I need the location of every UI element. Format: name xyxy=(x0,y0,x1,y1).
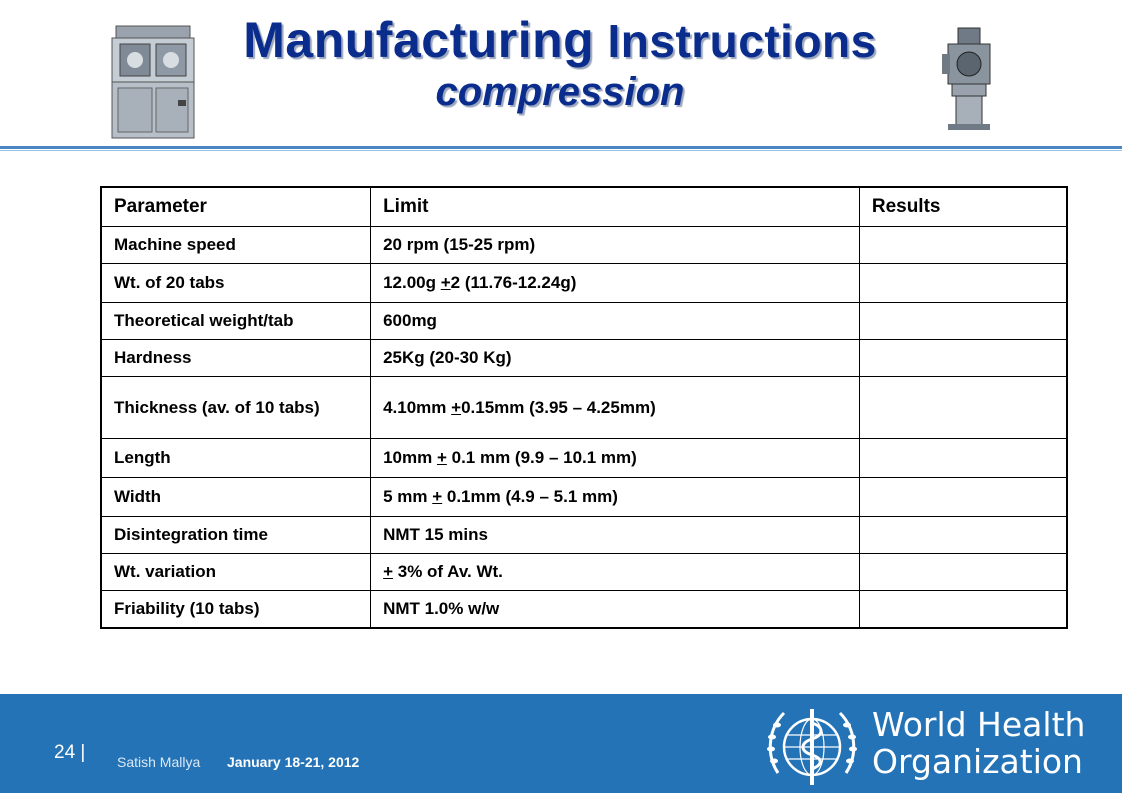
cell-result xyxy=(858,302,1068,340)
table-row: Wt. of 20 tabs 12.00g +2 (11.76-12.24g) xyxy=(100,263,1068,303)
limit-base: 5 mm xyxy=(383,487,433,506)
cell-result xyxy=(858,590,1068,629)
organization-name-line1: World Health xyxy=(872,705,1086,744)
cell-parameter: Wt. of 20 tabs xyxy=(100,263,372,303)
header-results: Results xyxy=(858,186,1068,227)
limit-base: 10mm xyxy=(383,448,437,467)
limit-base: 12.00g xyxy=(383,273,441,292)
limit-tolerance: 0.1mm (4.9 – 5.1 mm) xyxy=(442,487,618,506)
table-row: Width 5 mm + 0.1mm (4.9 – 5.1 mm) xyxy=(100,477,1068,517)
plus-minus-symbol: + xyxy=(436,448,447,467)
table-row: Thickness (av. of 10 tabs) 4.10mm +0.15m… xyxy=(100,376,1068,439)
tablet-press-machine-icon xyxy=(111,25,195,139)
header-divider-light xyxy=(0,150,1122,151)
table-row: Theoretical weight/tab 600mg xyxy=(100,302,1068,340)
cell-result xyxy=(858,516,1068,554)
organization-name-line2: Organization xyxy=(872,742,1083,781)
cell-limit: NMT 15 mins xyxy=(370,516,860,554)
cell-result xyxy=(858,438,1068,478)
rotary-press-machine-icon xyxy=(942,27,991,130)
cell-limit: 20 rpm (15-25 rpm) xyxy=(370,226,860,264)
cell-parameter: Machine speed xyxy=(100,226,372,264)
slide-subtitle: compression xyxy=(435,70,685,114)
presenter-name: Satish Mallya xyxy=(117,754,201,770)
limit-tolerance: 2 (11.76-12.24g) xyxy=(450,273,577,292)
cell-parameter: Length xyxy=(100,438,372,478)
cell-result xyxy=(858,553,1068,591)
cell-result xyxy=(858,477,1068,517)
cell-result xyxy=(858,339,1068,377)
table-row: Machine speed 20 rpm (15-25 rpm) xyxy=(100,226,1068,264)
cell-parameter: Disintegration time xyxy=(100,516,372,554)
cell-limit: 600mg xyxy=(370,302,860,340)
table-row: Length 10mm + 0.1 mm (9.9 – 10.1 mm) xyxy=(100,438,1068,478)
footer-bar xyxy=(0,694,1122,793)
header-parameter: Parameter xyxy=(100,186,372,227)
cell-parameter: Hardness xyxy=(100,339,372,377)
cell-parameter: Friability (10 tabs) xyxy=(100,590,372,629)
page-number: 24 | xyxy=(54,742,86,763)
title-main-word: Manufacturing xyxy=(243,12,595,68)
plus-minus-symbol: + xyxy=(451,397,462,417)
cell-parameter-text: Thickness (av. of 10 tabs) xyxy=(114,397,320,417)
cell-limit: 10mm + 0.1 mm (9.9 – 10.1 mm) xyxy=(370,438,860,478)
cell-limit: 5 mm + 0.1mm (4.9 – 5.1 mm) xyxy=(370,477,860,517)
limit-tolerance: 0.1 mm (9.9 – 10.1 mm) xyxy=(446,448,637,467)
table-header-row: Parameter Limit Results xyxy=(100,186,1068,227)
plus-minus-symbol: + xyxy=(383,562,394,581)
limit-tolerance: 0.15mm (3.95 – 4.25mm) xyxy=(461,397,656,417)
table-row: Wt. variation + 3% of Av. Wt. xyxy=(100,553,1068,591)
cell-parameter: Wt. variation xyxy=(100,553,372,591)
cell-result xyxy=(858,226,1068,264)
organization-name: World Health Organization xyxy=(872,706,1085,780)
limit-tolerance: 3% of Av. Wt. xyxy=(393,562,503,581)
cell-limit: 4.10mm +0.15mm (3.95 – 4.25mm) xyxy=(370,376,860,439)
who-emblem-icon xyxy=(767,709,857,785)
presentation-date: January 18-21, 2012 xyxy=(227,754,360,770)
table-row: Hardness 25Kg (20-30 Kg) xyxy=(100,339,1068,377)
table-row: Disintegration time NMT 15 mins xyxy=(100,516,1068,554)
cell-parameter: Theoretical weight/tab xyxy=(100,302,372,340)
cell-limit: + 3% of Av. Wt. xyxy=(370,553,860,591)
cell-result xyxy=(858,263,1068,303)
header-limit: Limit xyxy=(370,186,860,227)
cell-parameter: Width xyxy=(100,477,372,517)
cell-limit: NMT 1.0% w/w xyxy=(370,590,860,629)
plus-minus-symbol: + xyxy=(440,273,451,292)
header-divider xyxy=(0,146,1122,149)
table-row: Friability (10 tabs) NMT 1.0% w/w xyxy=(100,590,1068,629)
plus-minus-symbol: + xyxy=(432,487,443,506)
parameters-table: Parameter Limit Results Machine speed 20… xyxy=(100,186,1068,629)
slide-title: Manufacturing Instructions compression xyxy=(200,12,920,115)
cell-limit: 25Kg (20-30 Kg) xyxy=(370,339,860,377)
cell-parameter: Thickness (av. of 10 tabs) xyxy=(100,376,372,439)
limit-base: 4.10mm xyxy=(383,397,452,417)
cell-limit: 12.00g +2 (11.76-12.24g) xyxy=(370,263,860,303)
cell-result xyxy=(858,376,1068,439)
title-secondary-word: Instructions xyxy=(607,15,877,67)
